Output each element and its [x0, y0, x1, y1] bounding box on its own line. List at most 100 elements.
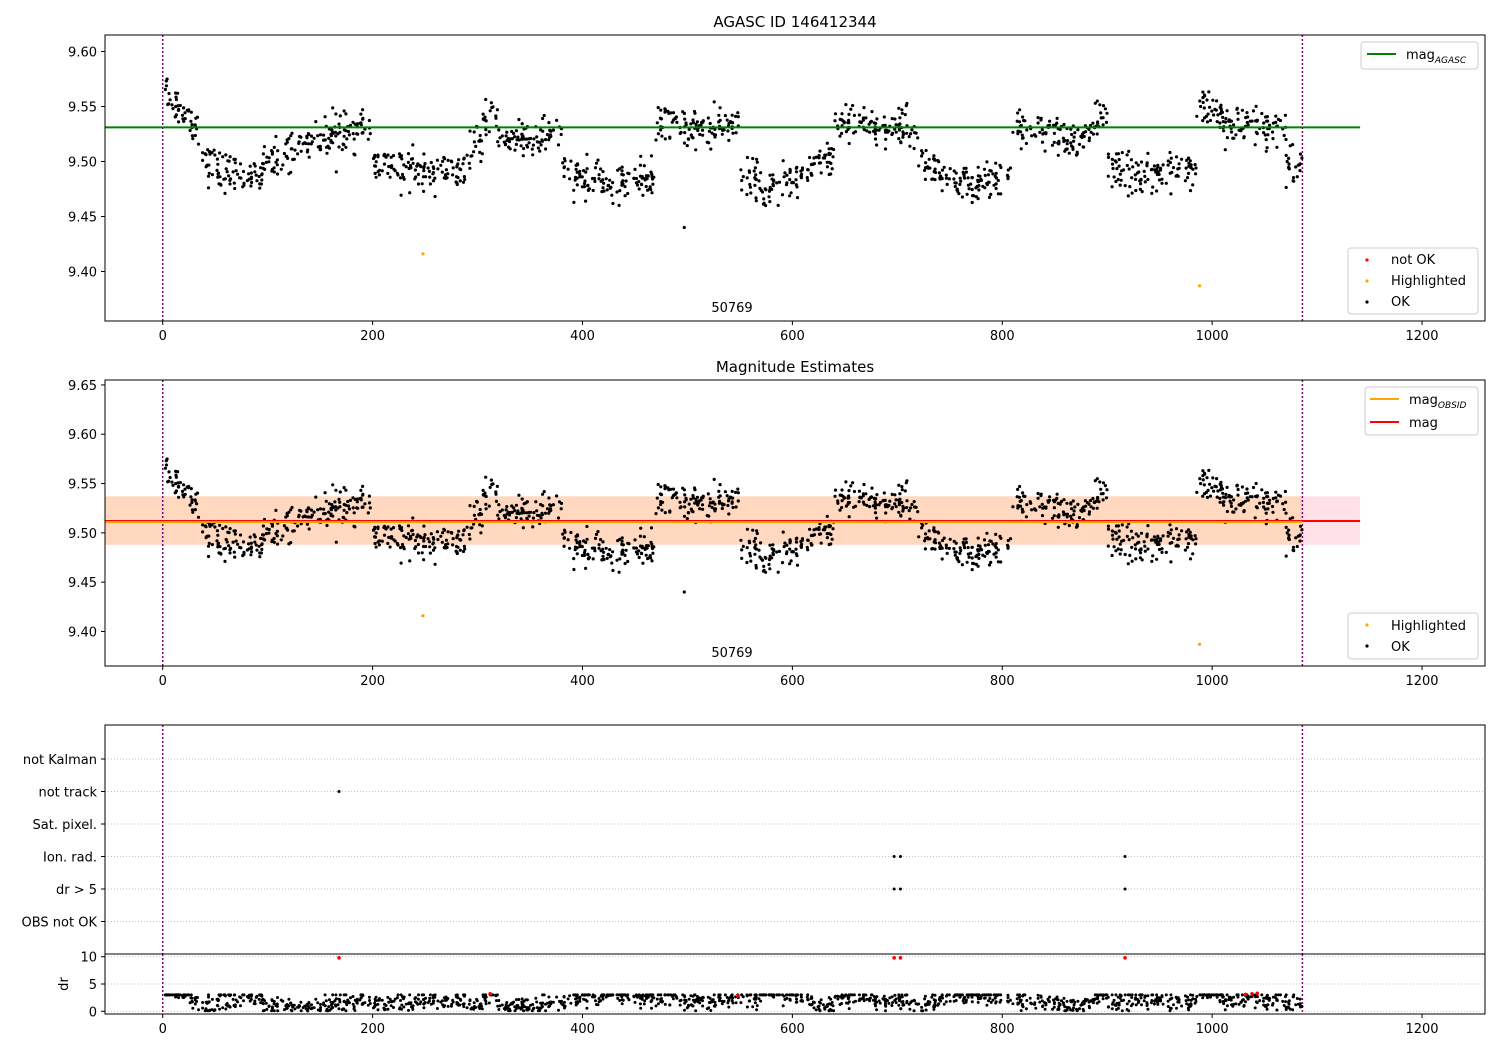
dr-point: [249, 994, 253, 998]
ok-point: [490, 106, 494, 110]
dr-point: [888, 996, 892, 1000]
dr-point: [1062, 996, 1066, 1000]
ok-point: [637, 187, 641, 191]
ok-point: [1126, 562, 1130, 566]
ok-point: [669, 111, 673, 115]
dr-point: [1122, 998, 1126, 1002]
dr-point: [650, 993, 654, 997]
ok-point: [764, 556, 768, 560]
ok-point: [794, 178, 798, 182]
dr-point: [210, 997, 214, 1001]
dr-point: [417, 993, 420, 997]
legend-entry-mag-obsid: magOBSID: [1409, 393, 1467, 411]
dr-point: [539, 1001, 543, 1005]
ok-point: [324, 499, 328, 503]
dr-point: [996, 993, 1000, 997]
ok-point: [633, 167, 637, 171]
ok-point: [1229, 130, 1234, 134]
ok-point: [1044, 132, 1048, 136]
ok-point: [1119, 178, 1123, 182]
ok-point: [514, 503, 519, 507]
ok-point: [1287, 166, 1291, 170]
ok-point: [958, 551, 962, 556]
dr-point: [987, 993, 990, 997]
ok-point: [1258, 501, 1262, 505]
ok-point: [969, 551, 973, 555]
ok-point: [163, 87, 167, 92]
ok-point: [575, 170, 579, 174]
ok-point: [938, 545, 942, 550]
ok-point: [206, 544, 211, 548]
ok-point: [551, 503, 556, 507]
dr-point: [1274, 993, 1278, 997]
dr-point: [338, 998, 342, 1002]
dr-point: [336, 1003, 340, 1007]
flag-point: [898, 855, 902, 858]
ok-point: [828, 152, 833, 156]
dr-point: [245, 995, 249, 999]
dr-point: [181, 995, 185, 999]
ok-point: [818, 149, 822, 153]
y-tick-label: 9.45: [68, 211, 97, 226]
dr-point: [884, 1001, 887, 1005]
ok-point: [933, 547, 937, 551]
ok-point: [348, 123, 353, 127]
ok-point: [1114, 531, 1118, 535]
ok-point: [255, 548, 259, 552]
ok-point: [1212, 489, 1216, 493]
ok-point: [1271, 496, 1275, 501]
ok-point: [852, 113, 857, 117]
dr-point: [976, 1000, 980, 1004]
ok-point: [472, 130, 476, 134]
ok-point: [1156, 165, 1160, 169]
ok-point: [309, 134, 314, 138]
ok-point: [322, 507, 326, 511]
ok-point: [316, 134, 320, 138]
ok-point: [472, 140, 476, 144]
ok-point: [1169, 156, 1173, 160]
ok-point: [753, 552, 757, 556]
dr-point: [740, 993, 744, 997]
ok-point: [1201, 494, 1205, 498]
dr-point: [366, 1003, 370, 1007]
ok-point: [431, 542, 435, 546]
ok-point: [338, 490, 342, 494]
ok-point: [833, 494, 837, 498]
ok-point: [1106, 155, 1111, 159]
ok-point: [998, 534, 1002, 539]
dr-point: [821, 1003, 825, 1007]
ok-point: [368, 506, 372, 510]
ok-point: [682, 141, 687, 145]
ok-point: [1264, 511, 1268, 515]
dr-point: [389, 1004, 393, 1008]
ok-point: [1204, 490, 1208, 494]
ok-point: [373, 535, 378, 539]
ok-point: [1218, 500, 1222, 504]
ok-point: [1287, 528, 1291, 532]
ok-point: [608, 178, 612, 182]
ok-point: [510, 510, 514, 514]
dr-point: [413, 1000, 417, 1004]
ok-point: [164, 459, 168, 463]
ok-point: [828, 524, 833, 528]
ok-point: [1177, 537, 1181, 541]
ok-point: [996, 560, 1001, 564]
ok-point: [948, 537, 952, 541]
ok-point: [593, 536, 598, 541]
ok-point: [458, 179, 462, 183]
ok-point: [400, 528, 404, 533]
ok-point: [227, 174, 231, 178]
ok-point: [864, 116, 868, 120]
ok-point: [305, 150, 309, 154]
ok-point: [899, 140, 903, 144]
panel1-frame: [104, 34, 1486, 322]
dr-point: [241, 993, 245, 997]
ok-point: [373, 171, 377, 175]
ok-point: [646, 544, 650, 548]
ok-point: [1050, 516, 1055, 520]
ok-point: [432, 166, 436, 171]
ok-point: [223, 546, 227, 551]
ok-point: [982, 167, 987, 171]
dr-point: [654, 1004, 658, 1008]
ok-point: [1285, 531, 1289, 535]
